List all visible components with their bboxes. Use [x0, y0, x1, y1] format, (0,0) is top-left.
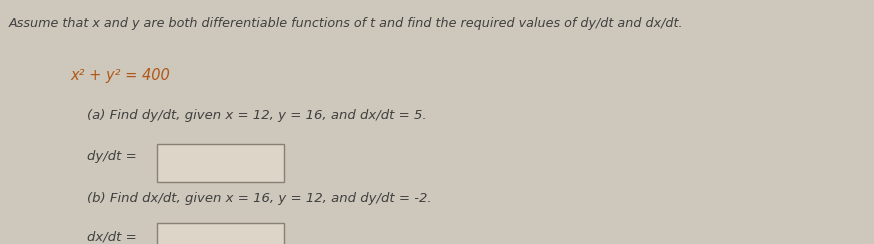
Text: x² + y² = 400: x² + y² = 400 [70, 68, 170, 83]
FancyBboxPatch shape [157, 144, 284, 182]
Text: (b) Find dx/dt, given x = 16, y = 12, and dy/dt = -2.: (b) Find dx/dt, given x = 16, y = 12, an… [87, 192, 432, 204]
Text: (a) Find dy/dt, given x = 12, y = 16, and dx/dt = 5.: (a) Find dy/dt, given x = 12, y = 16, an… [87, 109, 427, 122]
Text: Assume that x and y are both differentiable functions of t and find the required: Assume that x and y are both differentia… [9, 17, 683, 30]
Text: dy/dt =: dy/dt = [87, 150, 137, 163]
Text: dx/dt =: dx/dt = [87, 231, 137, 244]
FancyBboxPatch shape [157, 223, 284, 244]
